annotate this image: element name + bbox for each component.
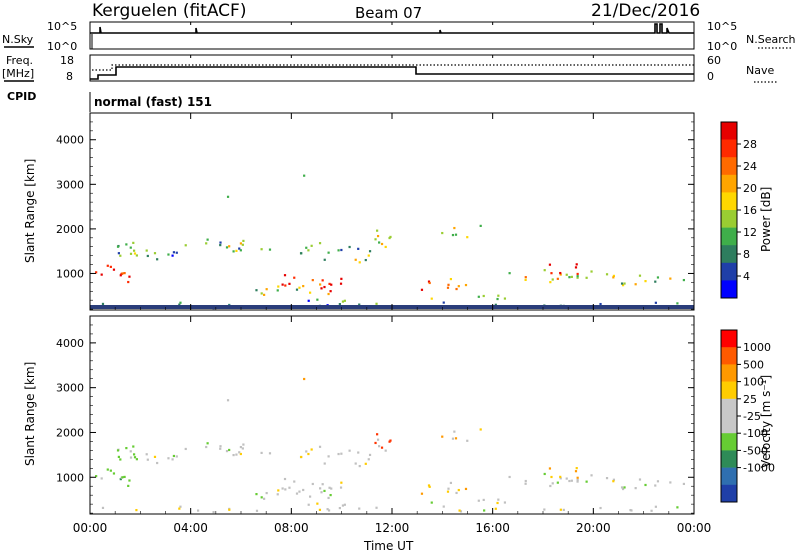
colorbar-swatch — [721, 433, 737, 451]
cpid-text: normal (fast) 151 — [94, 95, 212, 109]
xtick-label-2: 08:00 — [274, 521, 309, 535]
colorbar-tick-0-5: 24 — [743, 160, 757, 173]
colorbar-tick-0-0: 4 — [743, 270, 750, 283]
freq-tick-top: 18 — [60, 54, 74, 67]
nave-trace — [92, 64, 694, 71]
colorbar-swatch — [721, 122, 737, 140]
nsearch-tick-bottom: 10^0 — [707, 40, 737, 53]
nsky-panel: N.Sky 10^5 10^0 10^5 10^0 N.Search — [2, 20, 796, 53]
colorbar-swatch — [721, 416, 737, 434]
nsearch-label: N.Search — [746, 33, 796, 46]
date-title: 21/Dec/2016 — [591, 1, 700, 21]
ytick-label-0-3: 4000 — [56, 134, 84, 147]
colorbar-swatch — [721, 398, 737, 417]
colorbar-swatch — [721, 245, 737, 264]
ytick-label-1-1: 2000 — [56, 426, 84, 439]
ytick-label-1-2: 3000 — [56, 382, 84, 395]
x-axis-label: Time UT — [363, 539, 414, 553]
velocity-cbar-label: Velocity [m s⁻¹] — [759, 375, 773, 468]
colorbar-swatch — [721, 467, 737, 486]
colorbar-tick-0-3: 16 — [743, 204, 757, 217]
nsky-trace — [90, 23, 694, 34]
nsearch-tick-top: 10^5 — [707, 20, 737, 33]
power-ylabel: Slant Range [km] — [23, 159, 37, 263]
velocity-panel: 1000 2000 3000 4000 Slant Range [km] 1000 50… — [23, 315, 775, 515]
freq-label-2: [MHz] — [2, 67, 34, 80]
colorbar-tick-1-3: 25 — [743, 393, 757, 406]
colorbar-swatch — [721, 347, 737, 365]
colorbar-swatch — [721, 262, 737, 281]
colorbar-swatch — [721, 450, 737, 468]
colorbar-swatch — [721, 157, 737, 176]
ytick-label-0-0: 1000 — [56, 267, 84, 280]
colorbar-tick-1-2: 100 — [743, 376, 764, 389]
colorbar-tick-0-2: 12 — [743, 226, 757, 239]
colorbar-tick-0-4: 20 — [743, 182, 757, 195]
xtick-label-6: 00:00 — [677, 521, 712, 535]
xtick-label-1: 04:00 — [173, 521, 208, 535]
colorbar-swatch — [721, 139, 737, 158]
colorbar-swatch — [721, 330, 737, 348]
freq-trace — [90, 66, 694, 80]
nave-tick-top: 60 — [707, 54, 721, 67]
cpid-label: CPID — [7, 90, 36, 103]
colorbar-swatch — [721, 174, 737, 193]
freq-label-1: Freq. — [6, 54, 33, 67]
colorbar-swatch — [721, 484, 737, 503]
colorbar-swatch — [721, 210, 737, 228]
nsky-label: N.Sky — [2, 33, 34, 46]
velocity-ylabel: Slant Range [km] — [23, 362, 37, 466]
nave-label: Nave — [746, 64, 774, 77]
colorbar-tick-1-7: -1000 — [743, 462, 775, 475]
ytick-label-1-0: 1000 — [56, 471, 84, 484]
xtick-label-0: 00:00 — [73, 521, 108, 535]
xtick-label-5: 20:00 — [576, 521, 611, 535]
ytick-label-0-2: 3000 — [56, 178, 84, 191]
colorbar-swatch — [721, 227, 737, 246]
nsky-tick-bottom: 10^0 — [47, 40, 77, 53]
colorbar-tick-1-4: -25 — [743, 410, 761, 423]
colorbar-swatch — [721, 364, 737, 382]
ytick-label-1-3: 4000 — [56, 337, 84, 350]
beam-title: Beam 07 — [355, 4, 422, 22]
power-cbar-label: Power [dB] — [759, 187, 773, 252]
colorbar-tick-1-1: 500 — [743, 358, 764, 371]
colorbar-tick-0-1: 8 — [743, 248, 750, 261]
colorbar-tick-1-0: 1000 — [743, 341, 771, 354]
nave-tick-bottom: 0 — [707, 70, 714, 83]
nsky-tick-top: 10^5 — [47, 20, 77, 33]
ytick-label-0-1: 2000 — [56, 223, 84, 236]
colorbar-tick-1-5: -100 — [743, 427, 768, 440]
xtick-label-3: 12:00 — [375, 521, 410, 535]
colorbar-swatch — [721, 192, 737, 211]
freq-tick-bottom: 8 — [66, 70, 73, 83]
velocity-scatter — [95, 377, 685, 514]
power-scatter — [90, 174, 694, 310]
colorbar-swatch — [721, 280, 737, 299]
colorbar-tick-1-6: -500 — [743, 444, 768, 457]
station-title: Kerguelen (fitACF) — [92, 1, 246, 21]
freq-panel: Freq. [MHz] 18 8 60 0 Nave CPID normal (… — [2, 54, 778, 112]
xtick-label-4: 16:00 — [475, 521, 510, 535]
colorbar-tick-0-6: 28 — [743, 138, 757, 151]
power-panel: 1000 2000 3000 4000 Slant Range [km] 4 8 12 16… — [23, 112, 773, 311]
x-axis: 00:00 04:00 08:00 12:00 16:00 20:00 00:00 — [73, 22, 712, 535]
colorbar-swatch — [721, 381, 737, 400]
